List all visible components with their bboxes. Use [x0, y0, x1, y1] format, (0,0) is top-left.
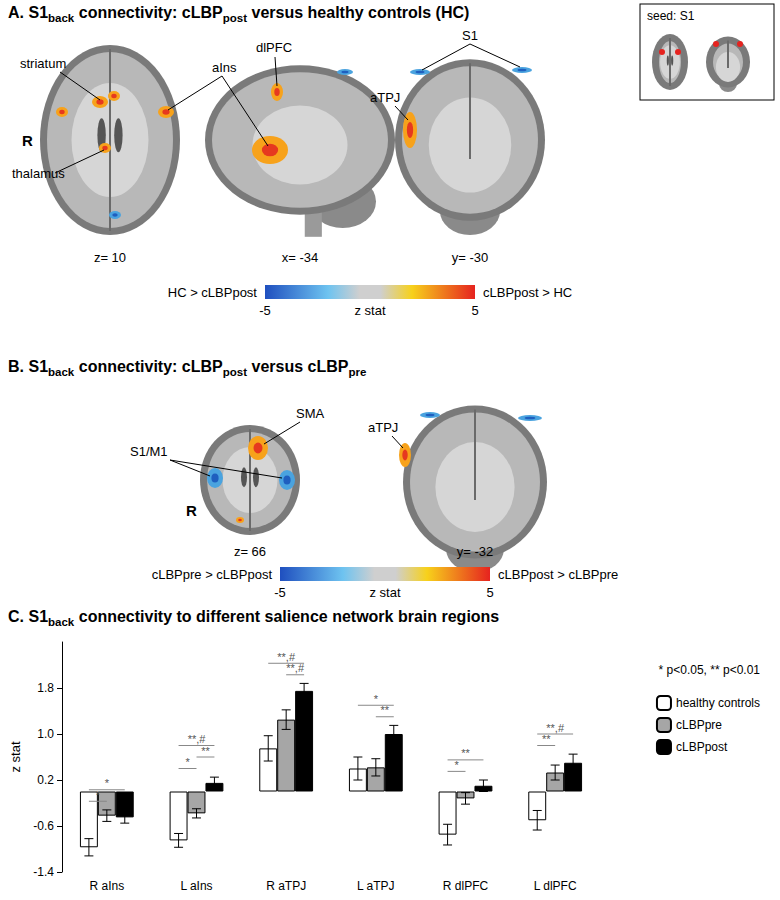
- svg-text:L dlPFC: L dlPFC: [534, 879, 577, 893]
- svg-text:**,#: **,#: [188, 733, 207, 745]
- svg-text:C. S1back connectivity to diff: C. S1back connectivity to different sali…: [8, 608, 499, 628]
- svg-text:dlPFC: dlPFC: [256, 40, 292, 55]
- svg-text:**: **: [542, 733, 551, 745]
- svg-text:striatum: striatum: [20, 56, 66, 71]
- svg-text:**: **: [381, 704, 390, 716]
- svg-text:**: **: [201, 745, 210, 757]
- svg-text:5: 5: [486, 585, 493, 600]
- svg-text:cLBPpre: cLBPpre: [676, 718, 722, 732]
- svg-text:cLBPpre > cLBPpost: cLBPpre > cLBPpost: [152, 567, 273, 582]
- svg-text:-1.4: -1.4: [33, 865, 54, 879]
- svg-text:**: **: [461, 747, 470, 759]
- svg-text:R aTPJ: R aTPJ: [266, 879, 306, 893]
- svg-text:R: R: [22, 132, 33, 149]
- svg-text:-5: -5: [259, 303, 271, 318]
- svg-text:0.2: 0.2: [37, 773, 54, 787]
- svg-text:cLBPpost: cLBPpost: [676, 740, 728, 754]
- svg-text:seed: S1: seed: S1: [647, 9, 695, 23]
- svg-text:y= -32: y= -32: [457, 544, 494, 559]
- svg-text:**,#: **,#: [277, 651, 296, 663]
- svg-text:healthy controls: healthy controls: [676, 696, 760, 710]
- svg-text:z stat: z stat: [354, 303, 385, 318]
- svg-text:1.8: 1.8: [37, 681, 54, 695]
- svg-text:-5: -5: [274, 585, 286, 600]
- svg-text:*: *: [454, 759, 459, 771]
- svg-text:S1/M1: S1/M1: [130, 444, 168, 459]
- svg-text:z stat: z stat: [369, 585, 400, 600]
- svg-text:B. S1back connectivity: cLBPpo: B. S1back connectivity: cLBPpost versus …: [8, 358, 367, 378]
- svg-text:aTPJ: aTPJ: [370, 90, 400, 105]
- svg-text:thalamus: thalamus: [12, 166, 65, 181]
- svg-text:*: *: [105, 777, 110, 789]
- svg-text:aIns: aIns: [212, 60, 237, 75]
- svg-text:R dlPFC: R dlPFC: [443, 879, 489, 893]
- svg-text:**,#: **,#: [286, 662, 305, 674]
- svg-text:A. S1back connectivity: cLBPpo: A. S1back connectivity: cLBPpost versus …: [8, 4, 469, 24]
- svg-text:1.0: 1.0: [37, 727, 54, 741]
- svg-text:R: R: [186, 502, 197, 519]
- svg-text:z= 66: z= 66: [234, 544, 266, 559]
- svg-text:-0.6: -0.6: [33, 819, 54, 833]
- svg-text:L aIns: L aIns: [180, 879, 212, 893]
- svg-text:cLBPpost > HC: cLBPpost > HC: [483, 285, 572, 300]
- svg-text:*: *: [185, 756, 190, 768]
- svg-text:* p<0.05, ** p<0.01: * p<0.05, ** p<0.01: [659, 663, 761, 677]
- svg-text:HC > cLBPpost: HC > cLBPpost: [168, 285, 258, 300]
- svg-text:S1: S1: [462, 28, 478, 43]
- svg-text:cLBPpost > cLBPpre: cLBPpost > cLBPpre: [498, 567, 618, 582]
- svg-text:*: *: [374, 693, 379, 705]
- svg-text:SMA: SMA: [296, 406, 325, 421]
- svg-text:y= -30: y= -30: [452, 250, 489, 265]
- svg-text:*: *: [96, 789, 101, 801]
- svg-text:z stat: z stat: [8, 741, 23, 772]
- svg-text:5: 5: [471, 303, 478, 318]
- svg-text:x= -34: x= -34: [282, 250, 319, 265]
- svg-text:L aTPJ: L aTPJ: [357, 879, 395, 893]
- svg-text:**,#: **,#: [546, 722, 565, 734]
- svg-text:aTPJ: aTPJ: [368, 420, 398, 435]
- svg-text:z= 10: z= 10: [94, 250, 126, 265]
- svg-text:R aIns: R aIns: [89, 879, 124, 893]
